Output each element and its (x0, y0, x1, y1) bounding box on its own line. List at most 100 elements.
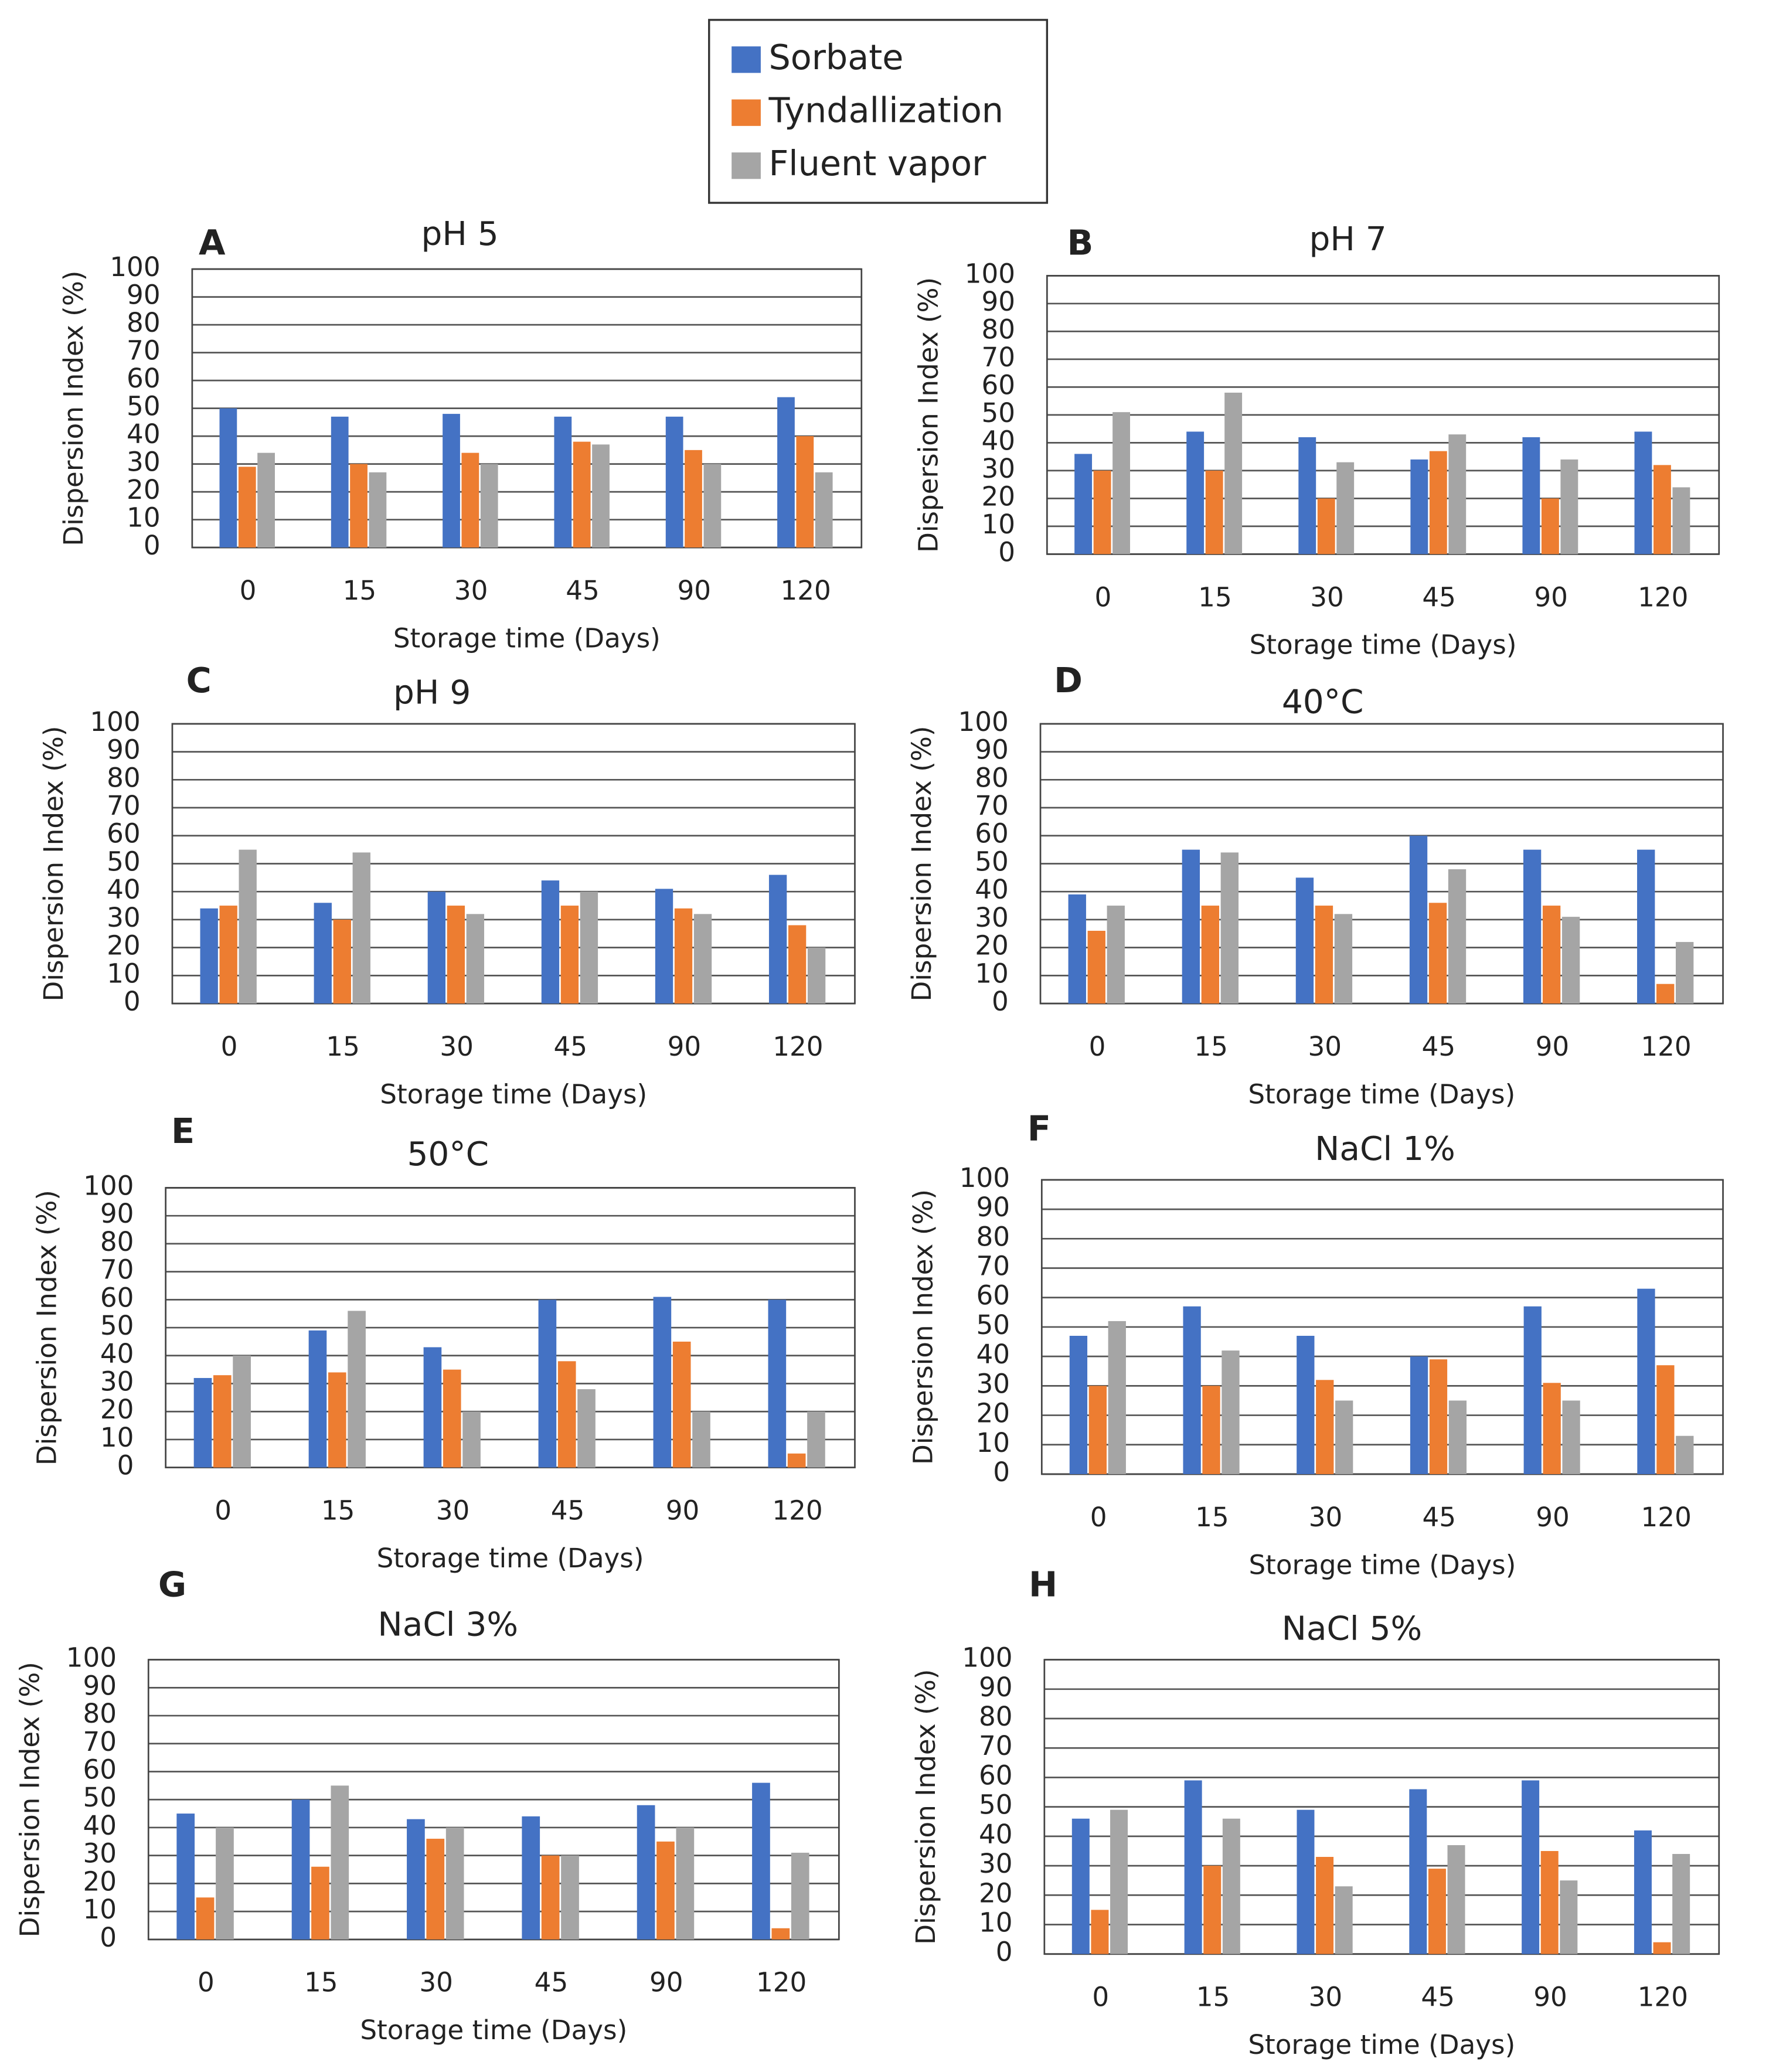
bar (577, 1389, 596, 1468)
bar (1335, 1886, 1353, 1954)
y-tick-label: 80 (976, 1221, 1010, 1252)
bar (1222, 1818, 1240, 1954)
bar (1201, 906, 1220, 1004)
plot-frame (1040, 1179, 1724, 1475)
plot-frame (1043, 1659, 1720, 1955)
bar (1672, 1853, 1690, 1954)
bar (1112, 412, 1131, 554)
x-tick-label: 120 (1638, 581, 1688, 613)
chart-title: NaCl 5% (1282, 1610, 1423, 1648)
x-tick-label: 120 (756, 1967, 807, 1998)
y-tick-label: 50 (979, 1789, 1013, 1821)
x-tick-label: 120 (780, 575, 831, 606)
bar (193, 1377, 212, 1468)
bar (674, 908, 693, 1004)
bar (1108, 1321, 1126, 1474)
bar (787, 1453, 806, 1468)
bar (1543, 1383, 1561, 1474)
bar (1316, 1380, 1334, 1474)
y-tick-label: 10 (975, 958, 1009, 989)
bar (239, 849, 257, 1004)
x-tick-label: 0 (221, 1031, 238, 1062)
y-tick-label: 100 (66, 1642, 117, 1673)
bar (1448, 1400, 1467, 1474)
bar (461, 452, 479, 548)
x-tick-label: 15 (1195, 1502, 1229, 1533)
bar (1560, 1880, 1578, 1954)
bar (1410, 1356, 1428, 1474)
y-tick-label: 0 (993, 1457, 1010, 1488)
y-tick-label: 50 (976, 1309, 1010, 1340)
bar (656, 1841, 675, 1940)
bar (1087, 931, 1105, 1004)
bar (1202, 1386, 1220, 1474)
bar (1429, 451, 1447, 554)
bar (1541, 498, 1559, 554)
bar (333, 919, 351, 1004)
bar (768, 1299, 787, 1468)
y-tick-label: 50 (982, 397, 1016, 428)
x-tick-label: 30 (419, 1967, 453, 1998)
plot-frame (1046, 275, 1720, 555)
y-tick-label: 60 (83, 1754, 117, 1785)
y-tick-label: 10 (107, 958, 141, 989)
x-tick-label: 0 (1094, 581, 1111, 613)
plot-frame (191, 268, 863, 549)
x-tick-label: 90 (1536, 1502, 1570, 1533)
x-tick-label: 0 (240, 575, 257, 606)
bar (541, 1855, 560, 1940)
y-tick-label: 70 (976, 1251, 1010, 1282)
y-tick-label: 0 (996, 1937, 1013, 1968)
y-tick-label: 90 (982, 286, 1016, 317)
bar (350, 464, 368, 548)
legend-label: Fluent vapor (768, 143, 986, 183)
x-axis-label: Storage time (Days) (393, 622, 661, 654)
bar (676, 1827, 695, 1940)
x-tick-label: 45 (1423, 1502, 1457, 1533)
bar (1315, 906, 1333, 1004)
y-tick-label: 70 (100, 1254, 134, 1285)
x-tick-label: 120 (1641, 1031, 1691, 1062)
bar (1656, 1365, 1675, 1474)
y-tick-label: 0 (124, 986, 141, 1017)
bar (1316, 1857, 1334, 1954)
y-tick-label: 40 (982, 425, 1016, 456)
x-tick-label: 15 (304, 1967, 338, 1998)
bar (1409, 1789, 1427, 1954)
y-tick-label: 100 (110, 251, 160, 283)
y-tick-label: 70 (127, 335, 161, 366)
x-tick-label: 30 (436, 1495, 470, 1526)
y-tick-label: 100 (958, 706, 1008, 737)
x-tick-label: 0 (1089, 1031, 1106, 1062)
y-tick-label: 60 (100, 1282, 134, 1313)
bar (1069, 1336, 1088, 1474)
x-axis-label: Storage time (Days) (1250, 630, 1517, 661)
x-tick-label: 30 (1309, 1982, 1343, 2013)
bar (291, 1799, 310, 1940)
y-tick-label: 0 (998, 536, 1015, 567)
legend-box (708, 19, 1049, 204)
bar (216, 1827, 234, 1940)
x-tick-label: 30 (454, 575, 488, 606)
y-tick-label: 40 (107, 874, 141, 905)
y-tick-label: 50 (127, 391, 161, 422)
y-tick-label: 50 (107, 846, 141, 877)
bar (1634, 431, 1652, 554)
bar (685, 450, 702, 548)
bar (538, 1299, 557, 1468)
bar (1448, 434, 1467, 554)
chart-title: NaCl 1% (1315, 1130, 1455, 1168)
bar (1295, 877, 1314, 1004)
panel-letter: B (1067, 223, 1093, 263)
bar (311, 1866, 329, 1940)
y-axis-label: Dispersion Index (%) (906, 726, 937, 1001)
x-tick-label: 90 (1534, 581, 1568, 613)
y-tick-label: 90 (127, 280, 161, 311)
y-tick-label: 60 (979, 1760, 1013, 1791)
x-tick-label: 90 (668, 1031, 702, 1062)
y-axis-label: Dispersion Index (%) (32, 1190, 63, 1465)
y-tick-label: 100 (962, 1642, 1012, 1673)
bar (1297, 1336, 1315, 1474)
